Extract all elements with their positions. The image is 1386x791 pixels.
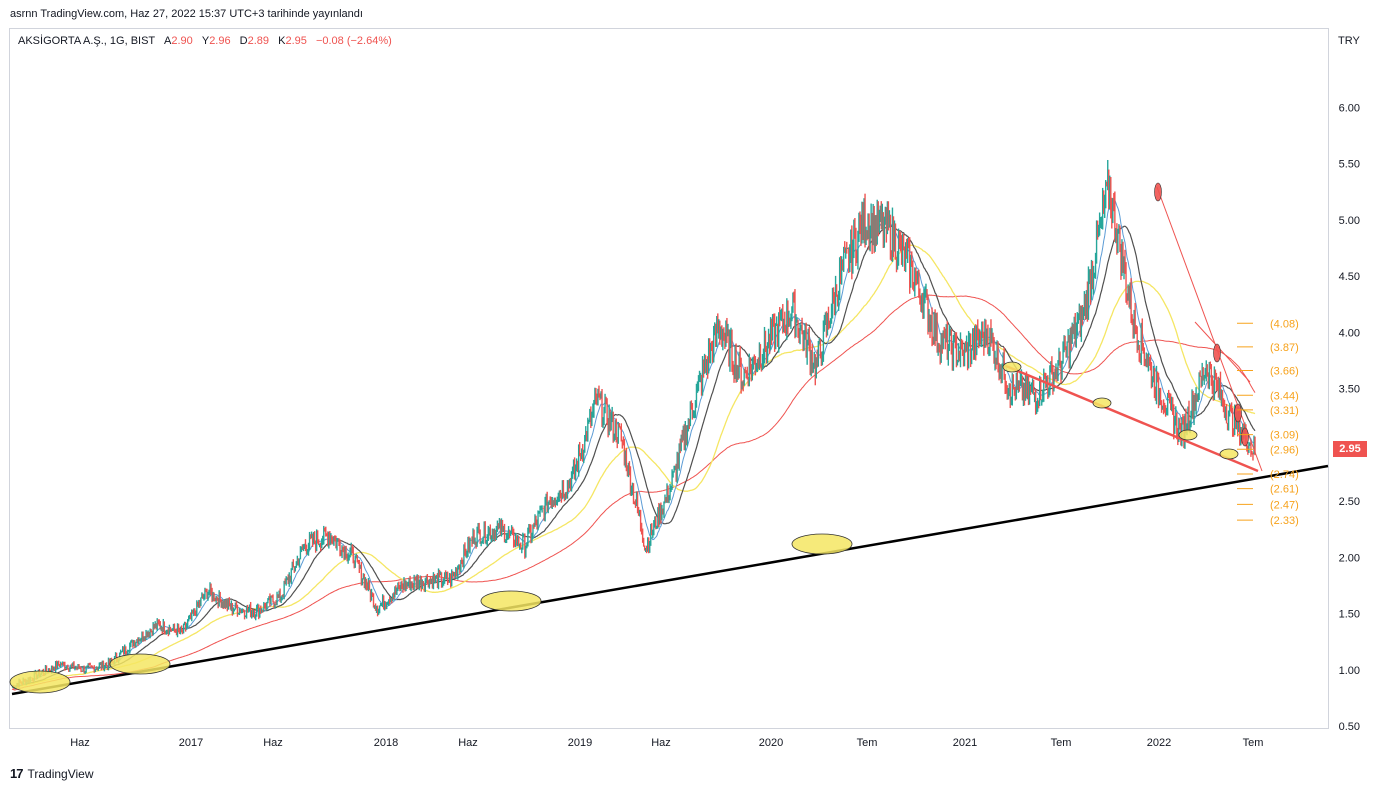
price-tick-label: 3.50 [1339, 384, 1360, 396]
top-point-ellipse [1234, 403, 1242, 423]
price-tick-label: 2.50 [1339, 496, 1360, 508]
fib-level-label: (3.66) [1270, 366, 1299, 378]
price-tick-label: 0.50 [1339, 721, 1360, 733]
legend-low-label: D [239, 35, 248, 47]
time-tick-label: Haz [458, 737, 478, 749]
legend-high-value: 2.96 [209, 35, 231, 47]
chart-pane[interactable] [9, 28, 1329, 729]
price-tick-label: 1.50 [1339, 609, 1360, 621]
fib-level-label: (3.09) [1270, 430, 1299, 442]
top-point-ellipse [1241, 427, 1249, 447]
time-tick-label: Tem [1243, 737, 1264, 749]
price-tick-label: 2.00 [1339, 552, 1360, 564]
fib-level-label: (2.33) [1270, 515, 1299, 527]
time-tick-label: 2020 [759, 737, 783, 749]
time-tick-label: Haz [263, 737, 283, 749]
last-price-badge: 2.95 [1333, 441, 1367, 457]
legend-close-value: 2.95 [285, 35, 307, 47]
time-tick-label: 2022 [1147, 737, 1171, 749]
touch-point-ellipse [1178, 429, 1198, 441]
touch-point-ellipse [791, 533, 853, 555]
price-tick-label: 5.00 [1339, 215, 1360, 227]
tradingview-logo-icon: 17 [10, 766, 24, 781]
fib-level-label: (2.74) [1270, 469, 1299, 481]
touch-point-ellipse [109, 653, 171, 675]
legend-open-label: A [164, 35, 172, 47]
symbol-legend: AKSİGORTA A.Ş., 1G, BIST A2.90 Y2.96 D2.… [18, 35, 392, 47]
fib-level-label: (3.87) [1270, 342, 1299, 354]
fib-level-label: (2.47) [1270, 499, 1299, 511]
fib-level-label: (2.96) [1270, 444, 1299, 456]
time-tick-label: 2017 [179, 737, 203, 749]
time-tick-label: Haz [70, 737, 90, 749]
touch-point-ellipse [1092, 397, 1112, 409]
price-tick-label: 4.00 [1339, 327, 1360, 339]
legend-change: −0.08 (−2.64%) [315, 35, 392, 47]
legend-symbol: AKSİGORTA A.Ş., 1G, BIST [18, 35, 155, 47]
price-tick-label: 6.00 [1339, 102, 1360, 114]
top-point-ellipse [1213, 343, 1221, 363]
currency-label: TRY [1338, 35, 1360, 47]
legend-high-label: Y [201, 35, 210, 47]
fib-level-label: (3.44) [1270, 390, 1299, 402]
touch-point-ellipse [1002, 361, 1022, 373]
fib-level-label: (3.31) [1270, 405, 1299, 417]
top-point-ellipse [1154, 182, 1162, 202]
support-trendline [11, 464, 1329, 696]
resistance-line [1194, 321, 1251, 383]
published-caption: asrnn TradingView.com, Haz 27, 2022 15:3… [10, 8, 363, 20]
price-tick-label: 5.50 [1339, 159, 1360, 171]
touch-point-ellipse [9, 670, 71, 694]
time-tick-label: 2021 [953, 737, 977, 749]
time-tick-label: 2019 [568, 737, 592, 749]
touch-point-ellipse [480, 590, 542, 612]
tradingview-brand: TradingView [27, 766, 94, 781]
legend-close-label: K [278, 35, 286, 47]
time-tick-label: Tem [1051, 737, 1072, 749]
ema-mid-line [11, 223, 1256, 688]
wedge-upper-line [1156, 186, 1263, 472]
price-tick-label: 4.50 [1339, 271, 1360, 283]
time-tick-label: Haz [651, 737, 671, 749]
fib-level-label: (4.08) [1270, 318, 1299, 330]
footer-brand: 17 TradingView [10, 766, 94, 781]
price-tick-label: 1.00 [1339, 665, 1360, 677]
wedge-lower-line [1005, 364, 1259, 473]
time-tick-label: Tem [857, 737, 878, 749]
legend-low-value: 2.89 [247, 35, 270, 47]
fib-level-label: (2.61) [1270, 484, 1299, 496]
legend-open-value: 2.90 [171, 35, 193, 47]
time-tick-label: 2018 [374, 737, 398, 749]
touch-point-ellipse [1219, 448, 1239, 460]
